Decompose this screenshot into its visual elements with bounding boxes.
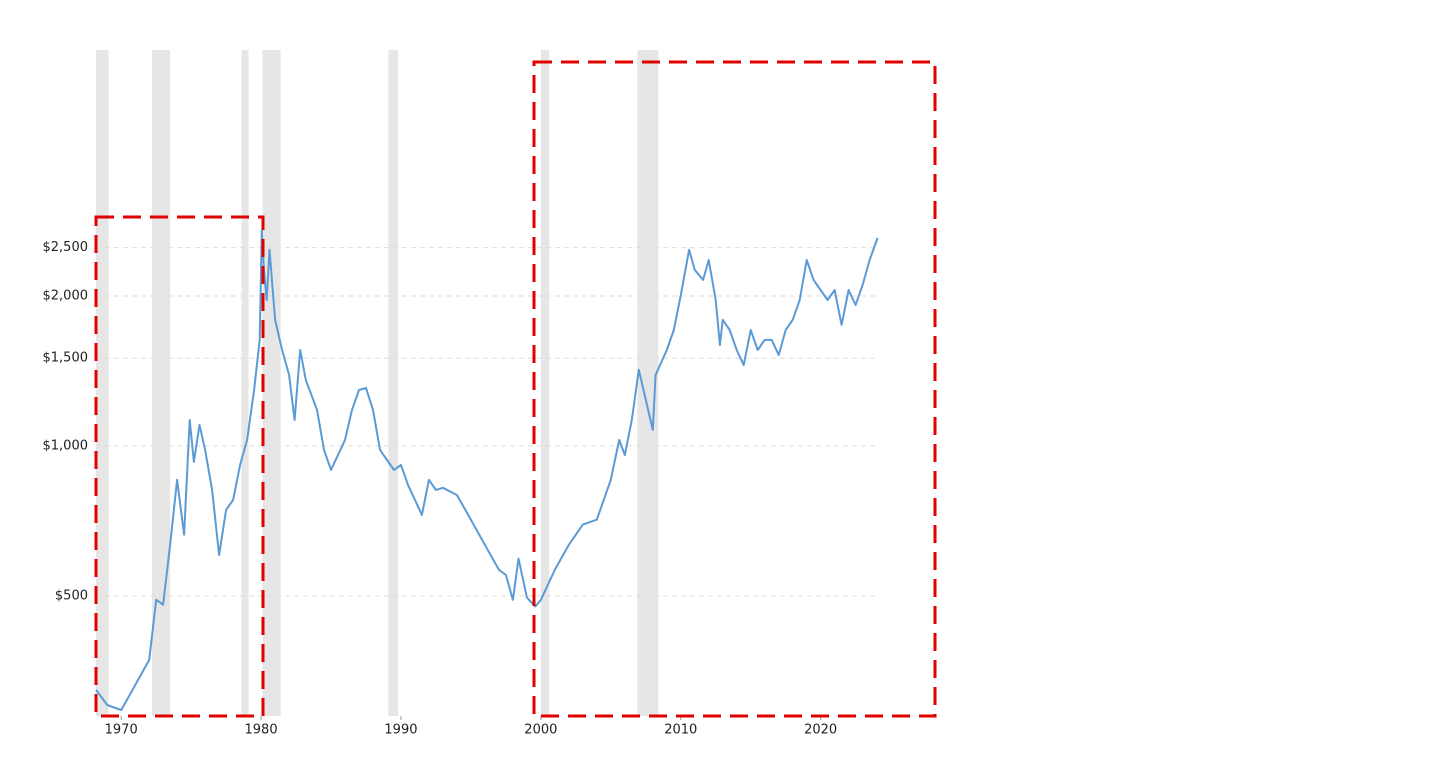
y-tick-label: $1,000 (43, 438, 89, 453)
recession-band (262, 50, 281, 716)
recession-shading (96, 50, 659, 716)
recession-band (241, 50, 249, 716)
y-tick-label: $500 (55, 588, 88, 603)
recession-band (96, 50, 109, 716)
y-tick-label: $2,000 (43, 288, 89, 303)
x-tick-label: 2020 (804, 723, 837, 738)
y-tick-label: $2,500 (43, 240, 89, 255)
y-tick-label: $1,500 (43, 351, 89, 366)
highlight-box (532, 60, 937, 718)
x-tick-label: 2000 (524, 723, 557, 738)
x-tick-label: 1970 (105, 723, 138, 738)
recession-band (540, 50, 550, 716)
recession-band (637, 50, 659, 716)
x-tick-label: 1980 (245, 723, 278, 738)
highlight-box (94, 215, 265, 718)
x-tick-label: 1990 (384, 723, 417, 738)
plot (95, 229, 879, 712)
recession-band (388, 50, 399, 716)
data-line (95, 229, 879, 712)
x-tick-label: 2010 (664, 723, 697, 738)
